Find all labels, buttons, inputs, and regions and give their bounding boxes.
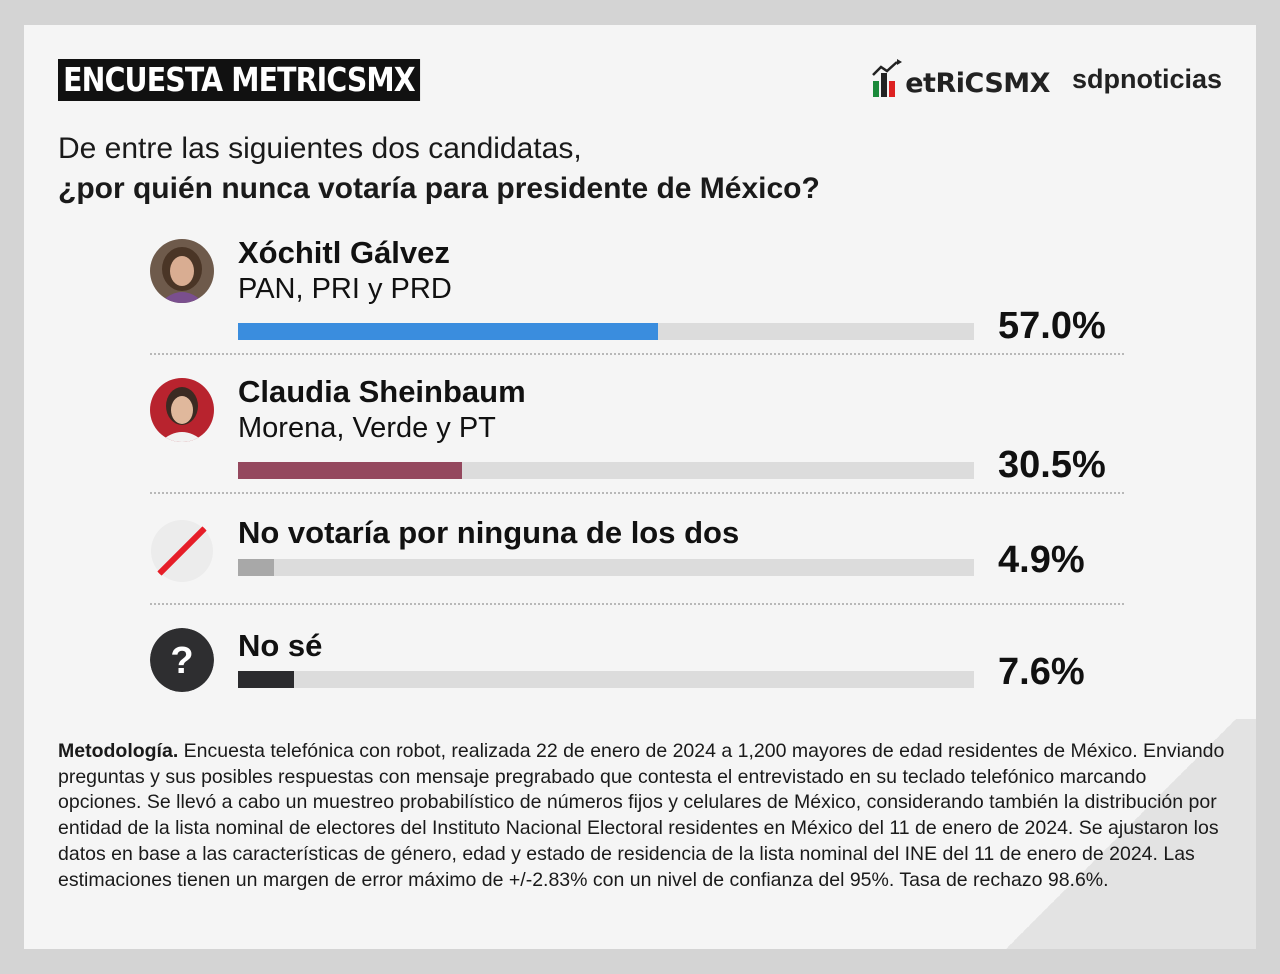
- metricsmx-logo: etRiCSMX: [871, 59, 1050, 99]
- corner-decoration: [966, 719, 1256, 949]
- methodology: Metodología. Encuesta telefónica con rob…: [58, 739, 1228, 893]
- bar-track: [238, 671, 974, 688]
- question-icon-wrap: ?: [150, 628, 214, 692]
- bar-track: [238, 559, 974, 576]
- category-label: Claudia Sheinbaum: [238, 374, 526, 409]
- metricsmx-logo-icon: [872, 59, 903, 97]
- avatar-xochitl: [150, 239, 214, 303]
- person-avatar-icon: [150, 239, 214, 303]
- category-label: Xóchitl Gálvez: [238, 235, 450, 270]
- bar-claudia: [238, 462, 463, 479]
- bar-track: [238, 462, 974, 479]
- question-line-2: ¿por quién nunca votaría para presidente…: [58, 172, 820, 205]
- slash-icon-wrap: [150, 519, 214, 583]
- data-label: 4.9%: [998, 539, 1085, 581]
- data-label: 57.0%: [998, 305, 1106, 347]
- logos: etRiCSMX sdpnoticias: [871, 49, 1222, 109]
- metricsmx-logo-text: etRiCSMX: [905, 68, 1050, 99]
- person-avatar-icon: [150, 378, 214, 442]
- bar-ninguna: [238, 559, 275, 576]
- question-icon: ?: [150, 628, 214, 692]
- bar-xochitl: [238, 323, 658, 340]
- slash-icon: [151, 520, 213, 582]
- sdpnoticias-logo: sdpnoticias: [1071, 63, 1222, 94]
- row-divider: [150, 603, 1124, 605]
- bar-nose: [238, 671, 294, 688]
- category-subtitle: Morena, Verde y PT: [238, 412, 496, 444]
- row-divider: [150, 492, 1124, 494]
- data-label: 7.6%: [998, 651, 1085, 693]
- question-line-1: De entre las siguientes dos candidatas,: [58, 132, 582, 165]
- bar-track: [238, 323, 974, 340]
- survey-badge: ENCUESTA METRICSMX: [58, 59, 420, 101]
- avatar-claudia: [150, 378, 214, 442]
- row-divider: [150, 353, 1124, 355]
- poll-card: ENCUESTA METRICSMX etRiCSMX sdpnoticias …: [24, 25, 1256, 949]
- svg-text:?: ?: [170, 640, 193, 682]
- category-label: No votaría por ninguna de los dos: [238, 515, 740, 550]
- methodology-label: Metodología.: [58, 740, 179, 762]
- category-subtitle: PAN, PRI y PRD: [238, 273, 452, 305]
- category-label: No sé: [238, 628, 323, 663]
- question: De entre las siguientes dos candidatas, …: [58, 129, 820, 209]
- methodology-text: Encuesta telefónica con robot, realizada…: [58, 740, 1225, 891]
- data-label: 30.5%: [998, 444, 1106, 486]
